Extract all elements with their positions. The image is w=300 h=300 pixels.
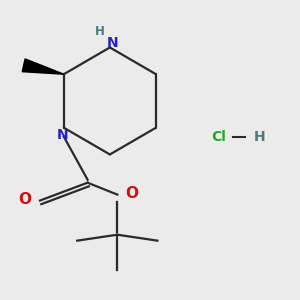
Text: Cl: Cl (211, 130, 226, 144)
Text: N: N (107, 36, 119, 50)
Polygon shape (22, 59, 64, 74)
Text: H: H (254, 130, 266, 144)
Text: H: H (94, 25, 104, 38)
Text: O: O (18, 191, 31, 206)
Text: N: N (56, 128, 68, 142)
Text: O: O (126, 186, 139, 201)
